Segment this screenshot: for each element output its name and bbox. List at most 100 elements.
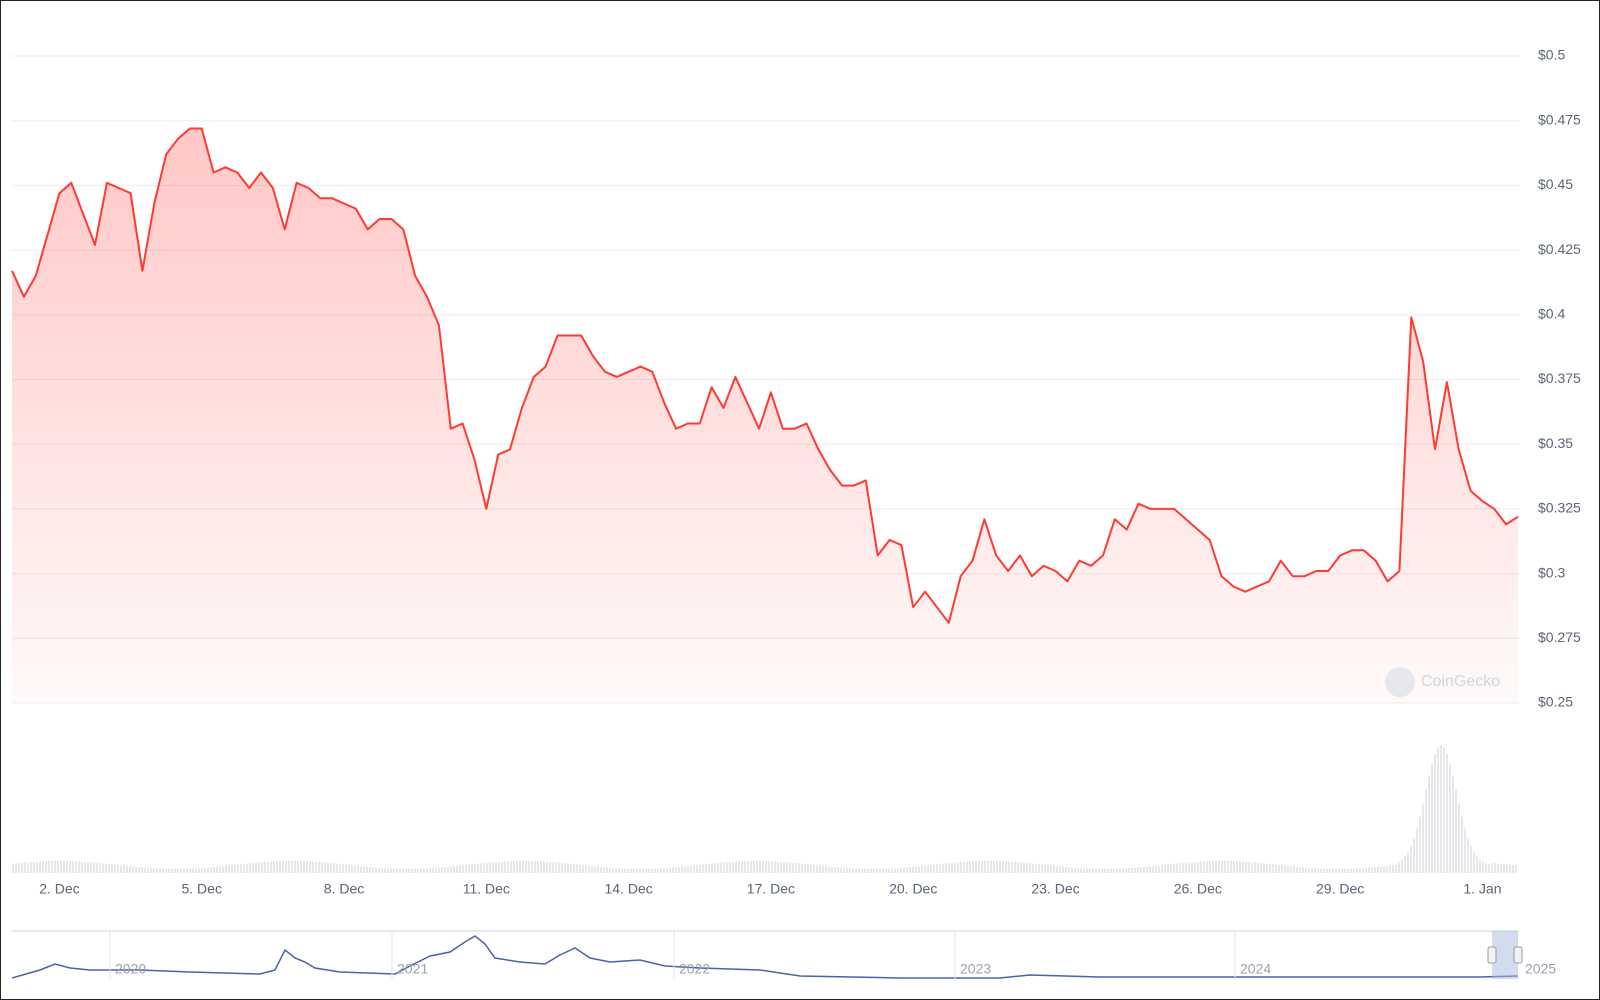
volume-bar [501,861,503,873]
volume-bar [1182,862,1184,873]
volume-bar [177,868,179,873]
volume-bar [18,863,20,873]
volume-bar [1338,868,1340,873]
volume-bar [1251,862,1253,873]
volume-bar [1389,865,1391,873]
volume-bar [66,861,68,873]
volume-bar [189,868,191,873]
volume-bar [321,862,323,873]
volume-bar [552,862,554,873]
volume-bar [1038,864,1040,873]
volume-bar [1419,816,1421,873]
volume-bar [1101,868,1103,873]
volume-bar [201,868,203,873]
volume-bar [810,864,812,873]
volume-bar [111,864,113,873]
volume-bar [84,861,86,873]
volume-bar [1488,863,1490,873]
volume-bar [402,868,404,873]
volume-bar [1143,867,1145,873]
volume-bar [48,861,50,873]
volume-bar [996,861,998,873]
navigator-label: 2020 [115,961,146,977]
volume-bar [396,868,398,873]
x-tick-label: 26. Dec [1174,881,1222,897]
volume-bar [1026,862,1028,873]
volume-bar [303,861,305,873]
volume-bar [789,862,791,873]
volume-bar [1173,863,1175,873]
volume-bar [159,868,161,873]
volume-bar [570,863,572,873]
volume-bar [1347,868,1349,873]
volume-bar [1128,868,1130,873]
volume-bar [186,868,188,873]
volume-bar [81,861,83,873]
volume-bar [1218,861,1220,873]
y-tick-label: $0.4 [1538,306,1565,322]
volume-bar [492,862,494,873]
volume-bar [294,861,296,873]
volume-bar [117,865,119,873]
volume-bar [1215,861,1217,873]
volume-bar [249,863,251,873]
navigator-handle[interactable] [1513,946,1523,964]
volume-bar [573,864,575,873]
volume-bar [156,868,158,873]
volume-bar [264,861,266,873]
volume-bar [609,867,611,873]
volume-bar [1515,865,1517,873]
volume-bar [87,862,89,873]
volume-bar [786,862,788,873]
volume-bar [822,865,824,873]
volume-bar [1032,863,1034,873]
y-tick-label: $0.275 [1538,629,1581,645]
volume-bar [1068,867,1070,873]
volume-bar [1509,864,1511,873]
volume-bar [927,865,929,873]
volume-bar [51,861,53,873]
volume-bar [1233,861,1235,873]
volume-bar [258,862,260,873]
volume-bar [795,863,797,873]
volume-bar [141,867,143,873]
volume-bar [1029,863,1031,873]
volume-bar [876,868,878,873]
volume-bar [684,866,686,873]
navigator-handle[interactable] [1487,946,1497,964]
volume-bar [735,861,737,873]
volume-bar [1014,861,1016,873]
volume-bar [438,867,440,873]
volume-bar [69,861,71,873]
volume-bar [1194,861,1196,873]
volume-bar [465,864,467,873]
navigator-label: 2024 [1240,961,1271,977]
volume-bar [456,865,458,873]
volume-bar [921,865,923,873]
volume-bar [1155,865,1157,873]
volume-bar [444,867,446,873]
volume-bar [33,861,35,873]
volume-bar [57,861,59,873]
volume-bar [582,865,584,873]
volume-bar [324,862,326,873]
volume-bar [384,868,386,873]
volume-bar [819,865,821,873]
volume-bar [354,865,356,873]
volume-bar [840,867,842,873]
volume-bar [1146,866,1148,873]
volume-bar [1221,861,1223,873]
volume-bar [1329,868,1331,873]
volume-bar [1422,803,1424,873]
volume-bar [147,867,149,873]
volume-bar [669,867,671,873]
volume-bar [816,865,818,873]
volume-bar [1284,865,1286,873]
volume-bar [1491,862,1493,873]
volume-bar [1281,865,1283,873]
volume-bar [738,861,740,873]
volume-bar [447,866,449,873]
volume-bar [651,868,653,873]
volume-bar [1122,868,1124,873]
